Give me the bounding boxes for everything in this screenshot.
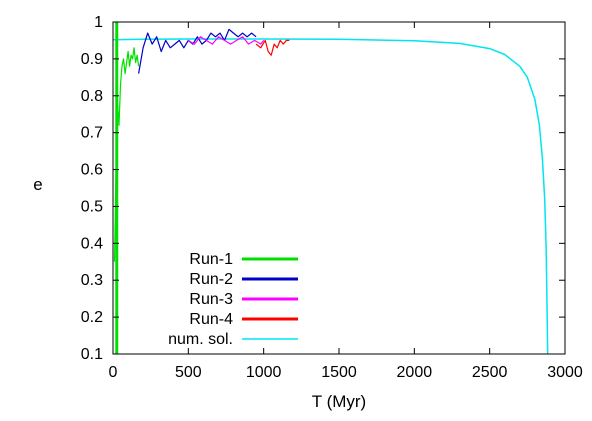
x-ticks: 0 500 1000 1500 2000 2500 3000 [109,22,583,381]
legend-label: Run-2 [189,271,233,288]
legend-label: Run-4 [189,311,233,328]
y-tick-label: 0.6 [81,162,103,179]
y-tick-label: 0.8 [81,88,103,105]
series-line-run-1 [113,47,140,262]
x-tick-label: 500 [175,364,202,381]
y-axis-label: e [33,175,42,194]
y-ticks: 0.1 0.2 0.3 0.4 0.5 0.6 0.7 0.8 0.9 1 [81,14,565,363]
y-tick-label: 0.4 [81,235,103,252]
x-tick-label: 1000 [246,364,282,381]
series-line-num-sol [113,38,549,354]
x-tick-label: 2500 [472,364,508,381]
y-tick-label: 0.3 [81,272,103,289]
series-layer [113,22,549,354]
legend: Run-1 Run-2 Run-3 Run-4 num. sol. [168,251,298,348]
y-tick-label: 0.7 [81,125,103,142]
legend-label: Run-3 [189,291,233,308]
y-tick-label: 0.9 [81,51,103,68]
x-tick-label: 3000 [547,364,583,381]
x-tick-label: 0 [109,364,118,381]
y-tick-label: 0.1 [81,346,103,363]
y-tick-label: 0.5 [81,198,103,215]
series-line-run-3 [187,36,265,45]
plot-frame [112,21,566,355]
y-tick-label: 1 [94,14,103,31]
legend-label: num. sol. [168,331,233,348]
x-axis-label: T (Myr) [312,392,366,411]
x-tick-label: 2000 [397,364,433,381]
y-tick-label: 0.2 [81,309,103,326]
series-line-run-4 [255,39,290,56]
x-tick-label: 1500 [321,364,357,381]
series-line-run-2 [138,28,257,74]
legend-label: Run-1 [189,251,233,268]
